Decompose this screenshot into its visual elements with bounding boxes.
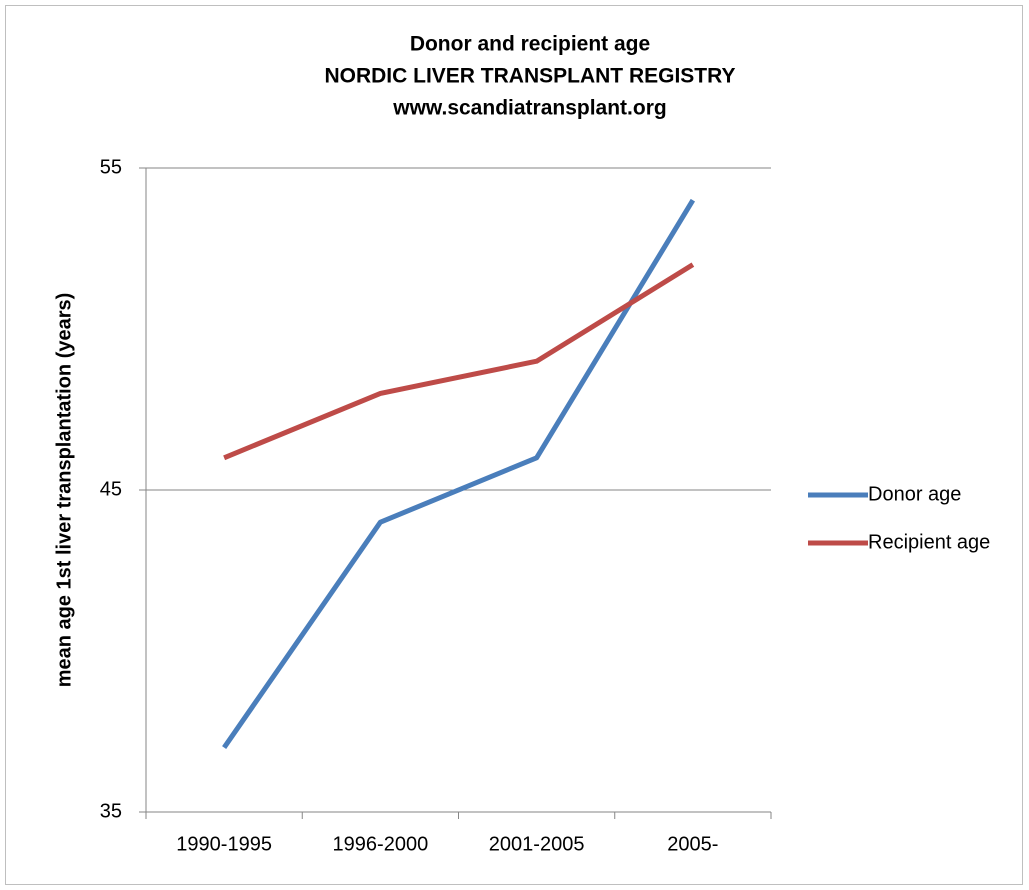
y-tick-label: 55 (100, 156, 122, 178)
chart-border (5, 5, 1023, 885)
chart-title: Donor and recipient age (410, 33, 650, 56)
legend-label: Recipient age (868, 531, 990, 553)
title-group: Donor and recipient age NORDIC LIVER TRAN… (324, 33, 735, 120)
x-tick-label: 2001-2005 (489, 833, 585, 855)
x-tick-label: 1996-2000 (333, 833, 429, 855)
chart-title: www.scandiatransplant.org (392, 97, 666, 120)
y-tick-label: 45 (100, 478, 122, 500)
y-axis-title: mean age 1st liver transplantation (year… (53, 293, 75, 688)
line-series (222, 198, 696, 750)
x-tick-label: 1990-1995 (176, 833, 272, 855)
legend-label: Donor age (868, 483, 961, 505)
x-tick-label: 2005- (667, 833, 718, 855)
chart-title: NORDIC LIVER TRANSPLANT REGISTRY (324, 65, 735, 88)
y-tick-label: 35 (100, 800, 122, 822)
line-series (223, 262, 695, 461)
